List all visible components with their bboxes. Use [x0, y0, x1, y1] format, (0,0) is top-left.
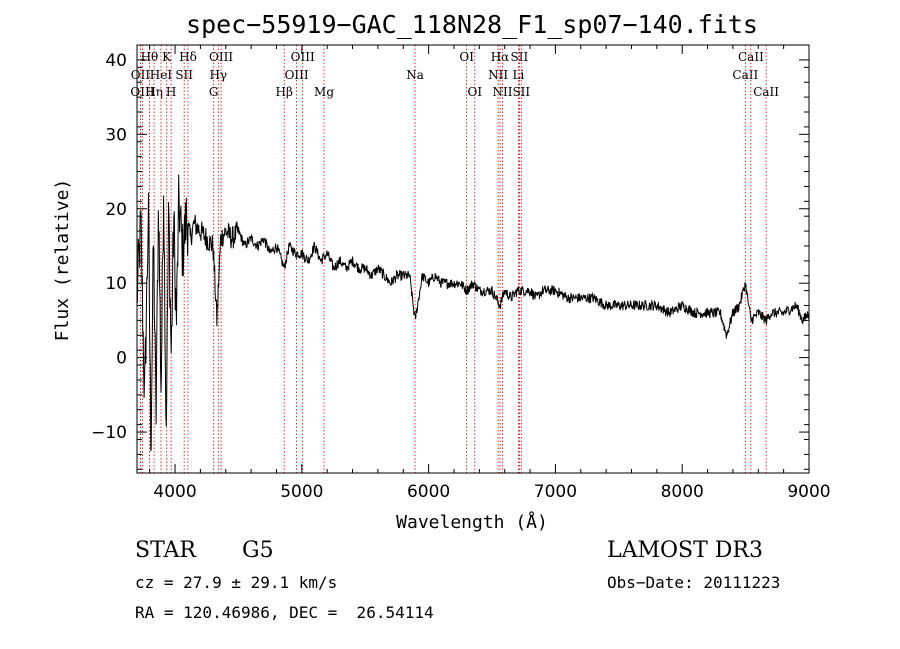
x-tick-label: 5000: [280, 482, 323, 502]
line-label-25: CaII: [732, 68, 758, 82]
x-axis-label: Wavelength (Å): [396, 511, 548, 533]
x-tick-label: 9000: [787, 482, 830, 502]
survey-name: LAMOST DR3: [607, 538, 763, 563]
line-label-26: CaII: [738, 50, 764, 64]
spectrum-layer: [136, 174, 810, 452]
line-label-21: NII: [493, 85, 513, 99]
line-label-16: Na: [406, 68, 424, 82]
line-label-14: OIII: [291, 50, 315, 64]
observation-date: Obs−Date: 20111223: [607, 573, 781, 592]
line-label-18: OI: [467, 85, 482, 99]
line-label-24: SII: [512, 85, 530, 99]
chart-title: spec−55919−GAC_118N28_F1_sp07−140.fits: [186, 10, 758, 39]
line-label-0: Hθ: [141, 50, 159, 64]
x-tick-label: 8000: [661, 482, 704, 502]
line-label-4: HeI: [150, 68, 173, 82]
object-class: STAR: [135, 538, 196, 563]
spectral-line-markers: HθOIIOIIIHηHeIKHSIIHδGHγOIIIHβOIIIOIIIMg…: [130, 45, 779, 473]
redshift-cz: cz = 27.9 ± 29.1 km/s: [135, 573, 338, 592]
line-label-17: OI: [459, 50, 474, 64]
x-tick-label: 6000: [407, 482, 450, 502]
line-label-8: Hδ: [179, 50, 197, 64]
line-label-12: Hβ: [276, 85, 293, 99]
line-label-19: NII: [488, 68, 508, 82]
y-tick-label: 20: [105, 200, 127, 220]
y-tick-label: 10: [105, 274, 127, 294]
y-tick-label: −10: [91, 423, 127, 443]
line-label-22: Li: [512, 68, 524, 82]
line-label-5: K: [162, 50, 172, 64]
line-label-11: OIII: [209, 50, 233, 64]
line-label-7: SII: [175, 68, 193, 82]
line-label-15: Mg: [314, 85, 334, 99]
line-label-20: Hα: [491, 50, 510, 64]
line-label-3: Hη: [145, 85, 163, 99]
object-subclass: G5: [242, 538, 274, 563]
x-tick-label: 7000: [534, 482, 577, 502]
plot-frame: [136, 44, 810, 474]
sky-coordinates: RA = 120.46986, DEC = 26.54114: [135, 603, 434, 622]
spectrum-chart: spec−55919−GAC_118N28_F1_sp07−140.fits H…: [52, 10, 831, 533]
y-tick-label: 40: [105, 51, 127, 71]
y-tick-label: 30: [105, 125, 127, 145]
line-label-13: OIII: [285, 68, 309, 82]
line-label-27: CaII: [753, 85, 779, 99]
line-label-23: SII: [511, 50, 529, 64]
line-label-6: H: [166, 85, 176, 99]
spectrum-line: [136, 174, 810, 452]
line-label-1: OII: [131, 68, 151, 82]
y-tick-label: 0: [116, 349, 127, 369]
line-label-10: Hγ: [209, 68, 227, 82]
line-label-9: G: [209, 85, 219, 99]
axis-ticks: 4000 5000 6000 7000 8000 9000 −10 0 10 20 30 40: [91, 45, 831, 502]
y-axis-label: Flux (relative): [52, 179, 73, 342]
x-tick-label: 4000: [153, 482, 196, 502]
